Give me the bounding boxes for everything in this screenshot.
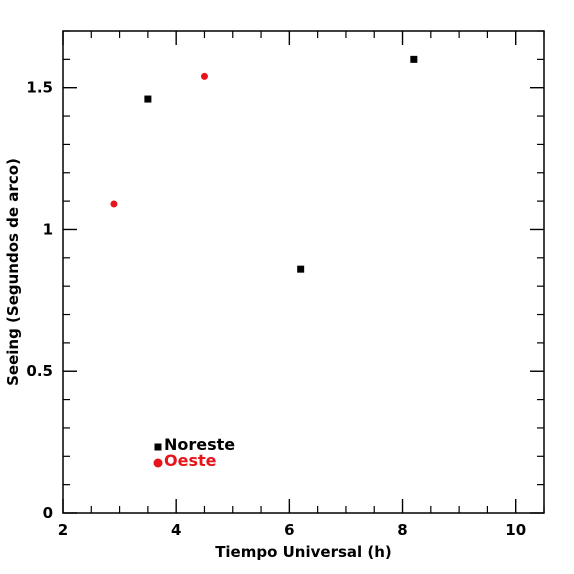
x-tick-label: 10 [505, 521, 526, 539]
tick-labels: 2 4 6 8 10 0 0.5 1 1.5 [26, 79, 526, 539]
plot-frame [62, 30, 545, 514]
legend-oeste-label: Oeste [164, 451, 217, 470]
oeste-point [110, 200, 118, 208]
x-tick-label: 2 [58, 521, 68, 539]
noreste-point [144, 95, 152, 103]
y-tick-label: 1.5 [26, 79, 53, 97]
noreste-point [297, 265, 305, 273]
x-axis-label: Tiempo Universal (h) [215, 543, 392, 561]
legend-noreste-label: Noreste [164, 435, 235, 454]
y-tick-label: 0 [43, 504, 53, 522]
legend-noreste-marker [154, 443, 162, 451]
data-points [110, 55, 418, 273]
oeste-point [200, 72, 208, 80]
legend-oeste-marker [153, 458, 163, 468]
y-tick-label: 1 [43, 220, 53, 238]
x-tick-label: 6 [284, 521, 294, 539]
y-tick-label: 0.5 [26, 362, 53, 380]
noreste-point [410, 55, 418, 63]
x-tick-label: 4 [171, 521, 181, 539]
y-axis-label: Seeing (Segundos de arco) [4, 158, 22, 386]
x-tick-label: 8 [397, 521, 407, 539]
